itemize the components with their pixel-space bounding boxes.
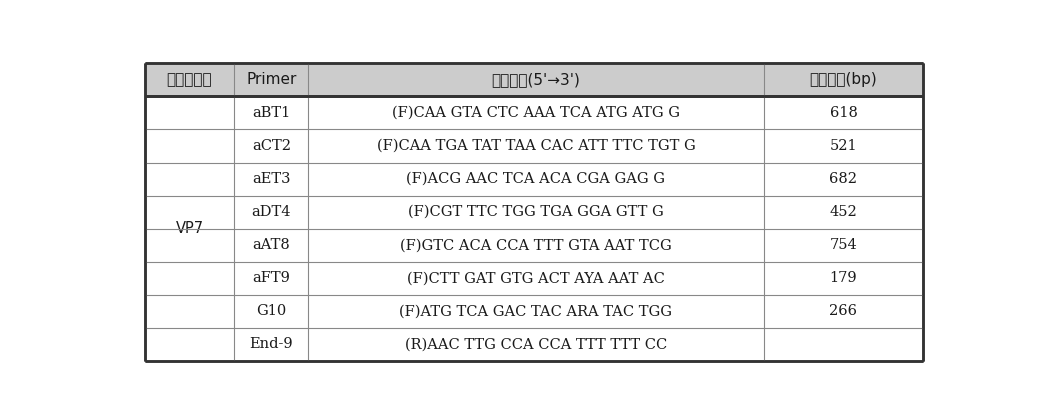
Text: 산물크기(bp): 산물크기(bp): [810, 72, 877, 87]
Bar: [764, 295, 923, 328]
Bar: [308, 262, 764, 295]
Text: 682: 682: [829, 172, 858, 186]
Bar: [764, 228, 923, 262]
Bar: [308, 328, 764, 361]
Text: (F)CTT GAT GTG ACT AYA AAT AC: (F)CTT GAT GTG ACT AYA AAT AC: [407, 271, 665, 285]
Text: 염기서열(5'→3'): 염기서열(5'→3'): [492, 72, 580, 87]
Text: G10: G10: [256, 304, 287, 318]
Bar: [308, 129, 764, 163]
Bar: [764, 63, 923, 97]
Bar: [234, 295, 308, 328]
Text: 266: 266: [829, 304, 858, 318]
Text: (F)CAA GTA CTC AAA TCA ATG ATG G: (F)CAA GTA CTC AAA TCA ATG ATG G: [392, 106, 680, 120]
Bar: [308, 295, 764, 328]
Text: (F)GTC ACA CCA TTT GTA AAT TCG: (F)GTC ACA CCA TTT GTA AAT TCG: [400, 238, 672, 252]
Text: (F)CAA TGA TAT TAA CAC ATT TTC TGT G: (F)CAA TGA TAT TAA CAC ATT TTC TGT G: [376, 139, 695, 153]
Bar: [234, 196, 308, 228]
Text: (F)CGT TTC TGG TGA GGA GTT G: (F)CGT TTC TGG TGA GGA GTT G: [408, 205, 664, 219]
Text: Primer: Primer: [246, 72, 297, 87]
Text: (F)ATG TCA GAC TAC ARA TAC TGG: (F)ATG TCA GAC TAC ARA TAC TGG: [399, 304, 672, 318]
Text: (F)ACG AAC TCA ACA CGA GAG G: (F)ACG AAC TCA ACA CGA GAG G: [406, 172, 666, 186]
Text: 754: 754: [829, 238, 858, 252]
Bar: [234, 129, 308, 163]
Bar: [145, 63, 234, 97]
Bar: [234, 63, 308, 97]
Text: 179: 179: [829, 271, 858, 285]
Text: 대상유전자: 대상유전자: [167, 72, 213, 87]
Text: aDT4: aDT4: [251, 205, 291, 219]
Bar: [764, 262, 923, 295]
Text: 452: 452: [829, 205, 858, 219]
Text: VP7: VP7: [175, 221, 203, 236]
Bar: [308, 97, 764, 129]
Text: 521: 521: [829, 139, 858, 153]
Bar: [145, 97, 234, 361]
Text: aAT8: aAT8: [252, 238, 290, 252]
Bar: [764, 196, 923, 228]
Bar: [308, 163, 764, 196]
Bar: [764, 163, 923, 196]
Bar: [308, 228, 764, 262]
Bar: [308, 196, 764, 228]
Bar: [234, 262, 308, 295]
Text: 618: 618: [829, 106, 858, 120]
Bar: [234, 328, 308, 361]
Bar: [234, 228, 308, 262]
Bar: [308, 63, 764, 97]
Bar: [234, 163, 308, 196]
Bar: [234, 97, 308, 129]
Bar: [764, 328, 923, 361]
Text: (R)AAC TTG CCA CCA TTT TTT CC: (R)AAC TTG CCA CCA TTT TTT CC: [405, 337, 667, 352]
Text: aFT9: aFT9: [252, 271, 291, 285]
Text: aET3: aET3: [252, 172, 291, 186]
Text: End-9: End-9: [249, 337, 293, 352]
Bar: [764, 97, 923, 129]
Text: aCT2: aCT2: [252, 139, 291, 153]
Bar: [764, 129, 923, 163]
Text: aBT1: aBT1: [252, 106, 291, 120]
